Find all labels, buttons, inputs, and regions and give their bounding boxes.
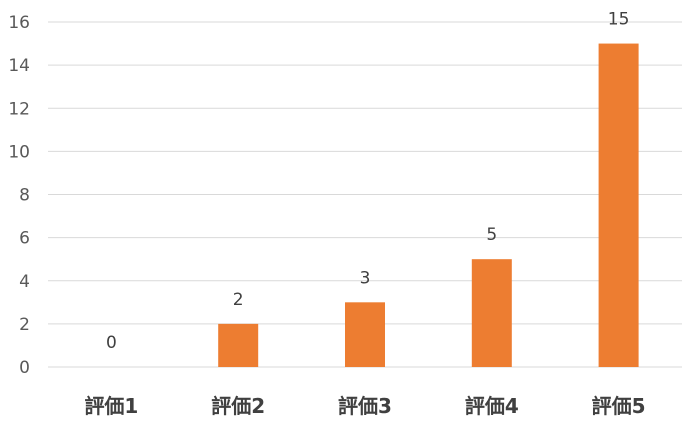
bar-5 bbox=[598, 43, 639, 367]
x-tick-label: 評価3 bbox=[338, 394, 392, 418]
y-tick-label: 16 bbox=[8, 13, 30, 33]
x-tick-label: 評価1 bbox=[84, 394, 138, 418]
y-tick-label: 8 bbox=[19, 186, 30, 206]
data-label-1: 0 bbox=[106, 333, 117, 353]
y-tick-label: 12 bbox=[8, 99, 30, 119]
data-label-5: 15 bbox=[608, 10, 630, 30]
bar-3 bbox=[345, 302, 385, 367]
data-label-4: 5 bbox=[486, 225, 497, 245]
bar-4 bbox=[471, 259, 512, 367]
y-tick-label: 6 bbox=[19, 229, 30, 249]
x-tick-label: 評価2 bbox=[211, 394, 265, 418]
y-tick-label: 4 bbox=[19, 272, 30, 292]
x-tick-label: 評価4 bbox=[465, 394, 519, 418]
bar-2 bbox=[218, 323, 259, 367]
x-axis: 評価1 評価2 評価3 評価4 評価5 bbox=[84, 394, 645, 418]
y-tick-label: 2 bbox=[19, 315, 30, 335]
data-label-2: 2 bbox=[233, 290, 244, 310]
x-tick-label: 評価5 bbox=[592, 394, 646, 418]
data-labels: 0 2 3 5 15 bbox=[106, 10, 629, 353]
y-tick-label: 10 bbox=[8, 142, 30, 162]
gridlines bbox=[48, 21, 682, 368]
data-label-3: 3 bbox=[360, 268, 371, 288]
y-tick-label: 0 bbox=[19, 358, 30, 378]
y-tick-label: 14 bbox=[8, 56, 30, 76]
bars bbox=[218, 43, 639, 367]
y-axis: 0 2 4 6 8 10 12 14 16 bbox=[8, 13, 30, 378]
